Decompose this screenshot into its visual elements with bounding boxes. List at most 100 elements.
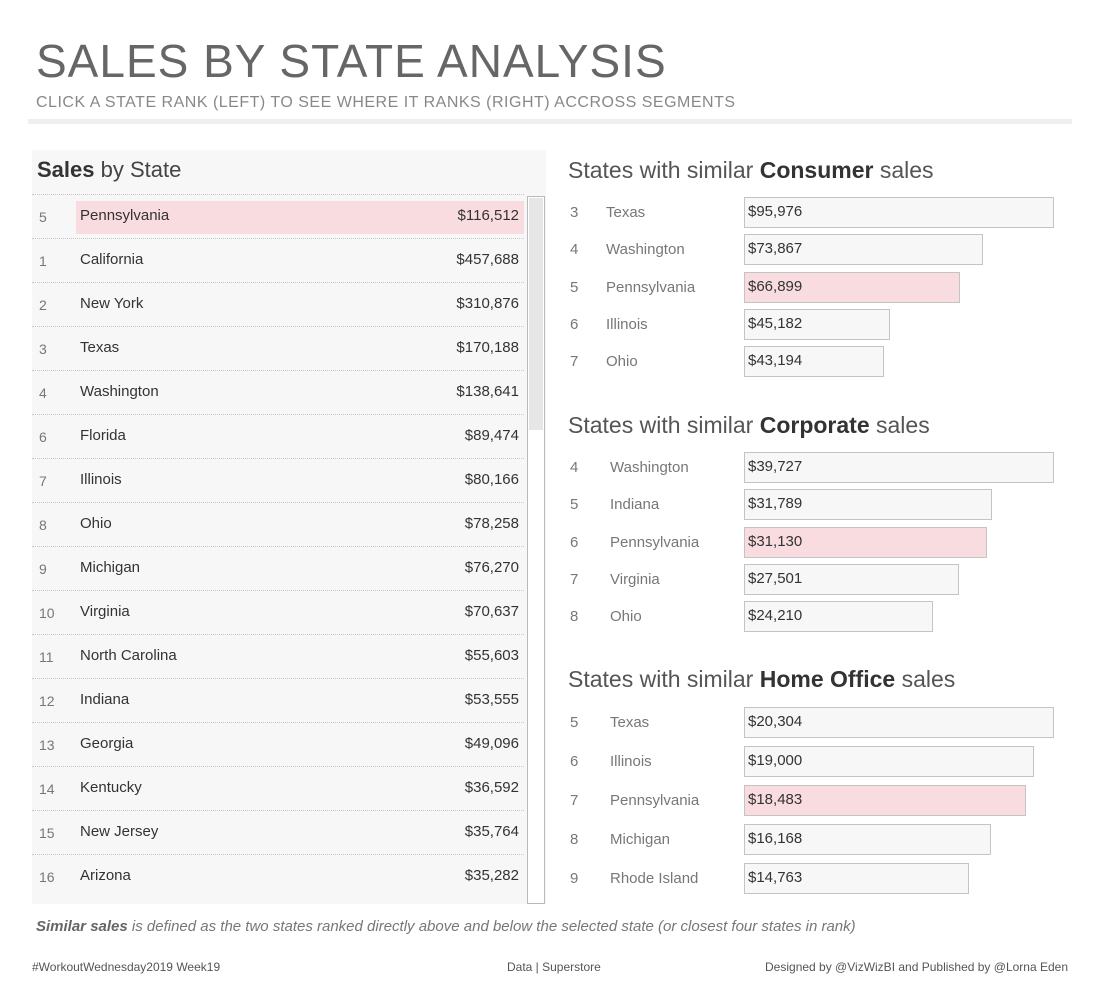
segment-bar-row: 6 Pennsylvania $31,130 [568,527,1068,559]
state-rank-list[interactable]: 5 Pennsylvania $116,512 1 California $457,688… [32,194,524,904]
segment-rank: 5 [570,279,579,296]
segment-bar [744,489,992,520]
segment-state-name: Ohio [610,608,642,625]
state-rank[interactable]: 14 [39,781,55,797]
segment-bar-label: $95,976 [748,203,803,220]
state-row[interactable]: 2 New York $310,876 [32,282,524,326]
segment-state-name: Rhode Island [610,870,699,887]
state-sales-value: $49,096 [464,735,519,752]
segment-rank: 8 [570,831,579,848]
state-rank[interactable]: 3 [39,341,47,357]
state-row[interactable]: 16 Arizona $35,282 [32,854,524,898]
state-row[interactable]: 10 Virginia $70,637 [32,590,524,634]
segment-rank: 7 [570,353,579,370]
state-sales-value: $138,641 [456,383,519,400]
segment-bar-row: 5 Texas $20,304 [568,707,1068,739]
segment-rank: 4 [570,459,579,476]
state-sales-value: $55,603 [464,647,519,664]
state-row[interactable]: 15 New Jersey $35,764 [32,810,524,854]
state-sales-value: $170,188 [456,339,519,356]
state-sales-value: $70,637 [464,603,519,620]
state-rank[interactable]: 1 [39,253,47,269]
state-sales-value: $116,512 [457,207,519,224]
segment-bar-label: $27,501 [748,570,803,587]
segment-bar-row: 7 Ohio $43,194 [568,346,1068,378]
state-row[interactable]: 9 Michigan $76,270 [32,546,524,590]
title-divider [28,119,1072,124]
segment-bar [744,564,959,595]
state-rank[interactable]: 9 [39,561,47,577]
footnote-text: is defined as the two states ranked dire… [127,918,856,935]
state-name: Arizona [80,867,131,884]
state-rank[interactable]: 4 [39,385,47,401]
state-name: Michigan [80,559,141,576]
segment-rank: 5 [570,496,579,513]
segment-bar [744,601,933,632]
segment-state-name: Michigan [610,831,671,848]
segment-bar-label: $24,210 [748,607,803,624]
segment-state-name: Washington [610,459,689,476]
state-rank[interactable]: 8 [39,517,47,533]
state-row[interactable]: 6 Florida $89,474 [32,414,524,458]
state-row[interactable]: 4 Washington $138,641 [32,370,524,414]
segment-title: States with similar Home Office sales [568,666,955,693]
segment-bar [744,527,987,558]
state-row[interactable]: 7 Illinois $80,166 [32,458,524,502]
segment-bar-label: $19,000 [748,752,803,769]
sales-by-state-panel: Sales by State 5 Pennsylvania $116,512 1 Cal… [32,150,546,904]
segment-title-prefix: States with similar [568,157,760,183]
segment-state-name: Pennsylvania [606,279,696,296]
state-rank[interactable]: 12 [39,693,55,709]
footer-hashtag: #WorkoutWednesday2019 Week19 [32,960,221,974]
segment-bar-label: $31,789 [748,495,803,512]
segment-rank: 3 [570,204,579,221]
state-sales-value: $53,555 [464,691,519,708]
selected-row-highlight [76,201,524,234]
segment-state-name: Illinois [610,753,652,770]
state-rank[interactable]: 11 [39,649,54,665]
segment-bar-row: 8 Ohio $24,210 [568,601,1068,633]
state-row[interactable]: 11 North Carolina $55,603 [32,634,524,678]
state-rank[interactable]: 10 [39,605,55,621]
state-row[interactable]: 14 Kentucky $36,592 [32,766,524,810]
segment-bar-label: $45,182 [748,315,803,332]
state-list-scrollbar[interactable] [527,196,545,904]
segment-rank: 6 [570,316,579,333]
page-subtitle: CLICK A STATE RANK (LEFT) TO SEE WHERE I… [36,94,736,111]
state-row[interactable]: 3 Texas $170,188 [32,326,524,370]
footnote: Similar sales is defined as the two stat… [36,918,856,935]
state-row[interactable]: 13 Georgia $49,096 [32,722,524,766]
state-rank[interactable]: 2 [39,297,47,313]
state-rank[interactable]: 16 [39,869,55,885]
state-name: Florida [80,427,126,444]
state-row[interactable]: 8 Ohio $78,258 [32,502,524,546]
state-row[interactable]: 1 California $457,688 [32,238,524,282]
state-sales-value: $35,282 [464,867,519,884]
segment-state-name: Washington [606,241,685,258]
segment-bar [744,272,960,303]
state-rank[interactable]: 15 [39,825,55,841]
segment-bar-row: 4 Washington $39,727 [568,452,1068,484]
state-rank[interactable]: 13 [39,737,55,753]
state-row[interactable]: 12 Indiana $53,555 [32,678,524,722]
state-row[interactable]: 5 Pennsylvania $116,512 [32,194,524,238]
sales-by-state-title-rest: by State [94,157,182,182]
state-name: Texas [80,339,120,356]
state-rank[interactable]: 5 [39,209,47,225]
state-rank[interactable]: 6 [39,429,47,445]
state-sales-value: $36,592 [464,779,519,796]
page-title: SALES BY STATE ANALYSIS [36,35,667,87]
segment-bar [744,309,890,340]
scrollbar-thumb[interactable] [529,198,543,430]
state-name: Pennsylvania [80,207,170,224]
state-rank[interactable]: 7 [39,473,47,489]
state-sales-value: $78,258 [464,515,519,532]
state-sales-value: $310,876 [456,295,519,312]
segment-state-name: Texas [610,714,650,731]
state-name: North Carolina [80,647,177,664]
segment-rank: 6 [570,753,579,770]
segment-bar-row: 8 Michigan $16,168 [568,824,1068,856]
segment-bar [744,707,1054,738]
segment-title-prefix: States with similar [568,412,760,438]
state-sales-value: $80,166 [464,471,519,488]
